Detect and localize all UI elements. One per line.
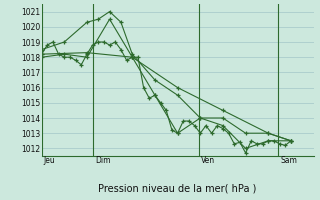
Text: Ven: Ven [201, 156, 215, 165]
Text: Sam: Sam [280, 156, 297, 165]
Text: Jeu: Jeu [43, 156, 55, 165]
Text: Pression niveau de la mer( hPa ): Pression niveau de la mer( hPa ) [99, 183, 257, 193]
Text: Dim: Dim [95, 156, 110, 165]
